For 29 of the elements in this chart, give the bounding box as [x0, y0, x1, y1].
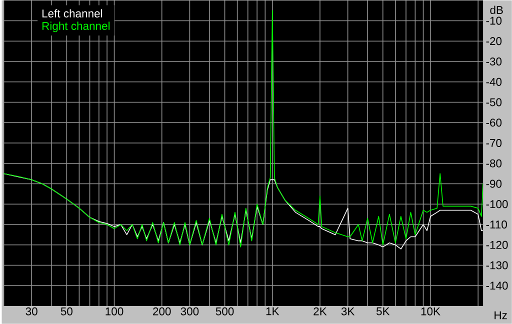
x-tick-label: 50	[60, 307, 72, 316]
x-tick-label: 200	[153, 307, 171, 316]
y-tick-label: -50	[486, 98, 502, 106]
y-tick-label: -60	[486, 118, 502, 127]
y-tick-label: -80	[486, 159, 502, 168]
y-tick-label: -130	[486, 261, 508, 270]
x-tick-label: 500	[216, 307, 234, 316]
y-tick-label: -140	[486, 282, 508, 290]
x-tick-label: 30	[26, 307, 38, 316]
text: Right channel	[42, 22, 110, 32]
x-tick-label: 5K	[376, 307, 390, 316]
y-tick-label: -20	[486, 37, 502, 46]
x-axis-title: Hz	[494, 311, 507, 320]
y-axis-title: dB	[490, 6, 503, 14]
x-tick-label: 1K	[266, 307, 280, 316]
y-tick-label: -30	[486, 58, 502, 66]
y-tick-label: -10	[486, 16, 502, 25]
y-tick-label: -100	[486, 200, 508, 208]
text: Left channel	[42, 9, 102, 18]
y-tick-label: -110	[486, 220, 507, 229]
x-tick-label: 10K	[421, 307, 440, 316]
x-tick-label: 2K	[314, 307, 327, 316]
y-tick-label: -70	[486, 139, 502, 148]
y-tick-label: -120	[486, 240, 508, 249]
y-tick-label: -90	[486, 180, 502, 188]
x-tick-label: 100	[106, 307, 124, 316]
x-tick-label: 300	[180, 307, 199, 316]
x-tick-label: 3K	[341, 307, 355, 316]
y-tick-label: -40	[486, 78, 502, 86]
